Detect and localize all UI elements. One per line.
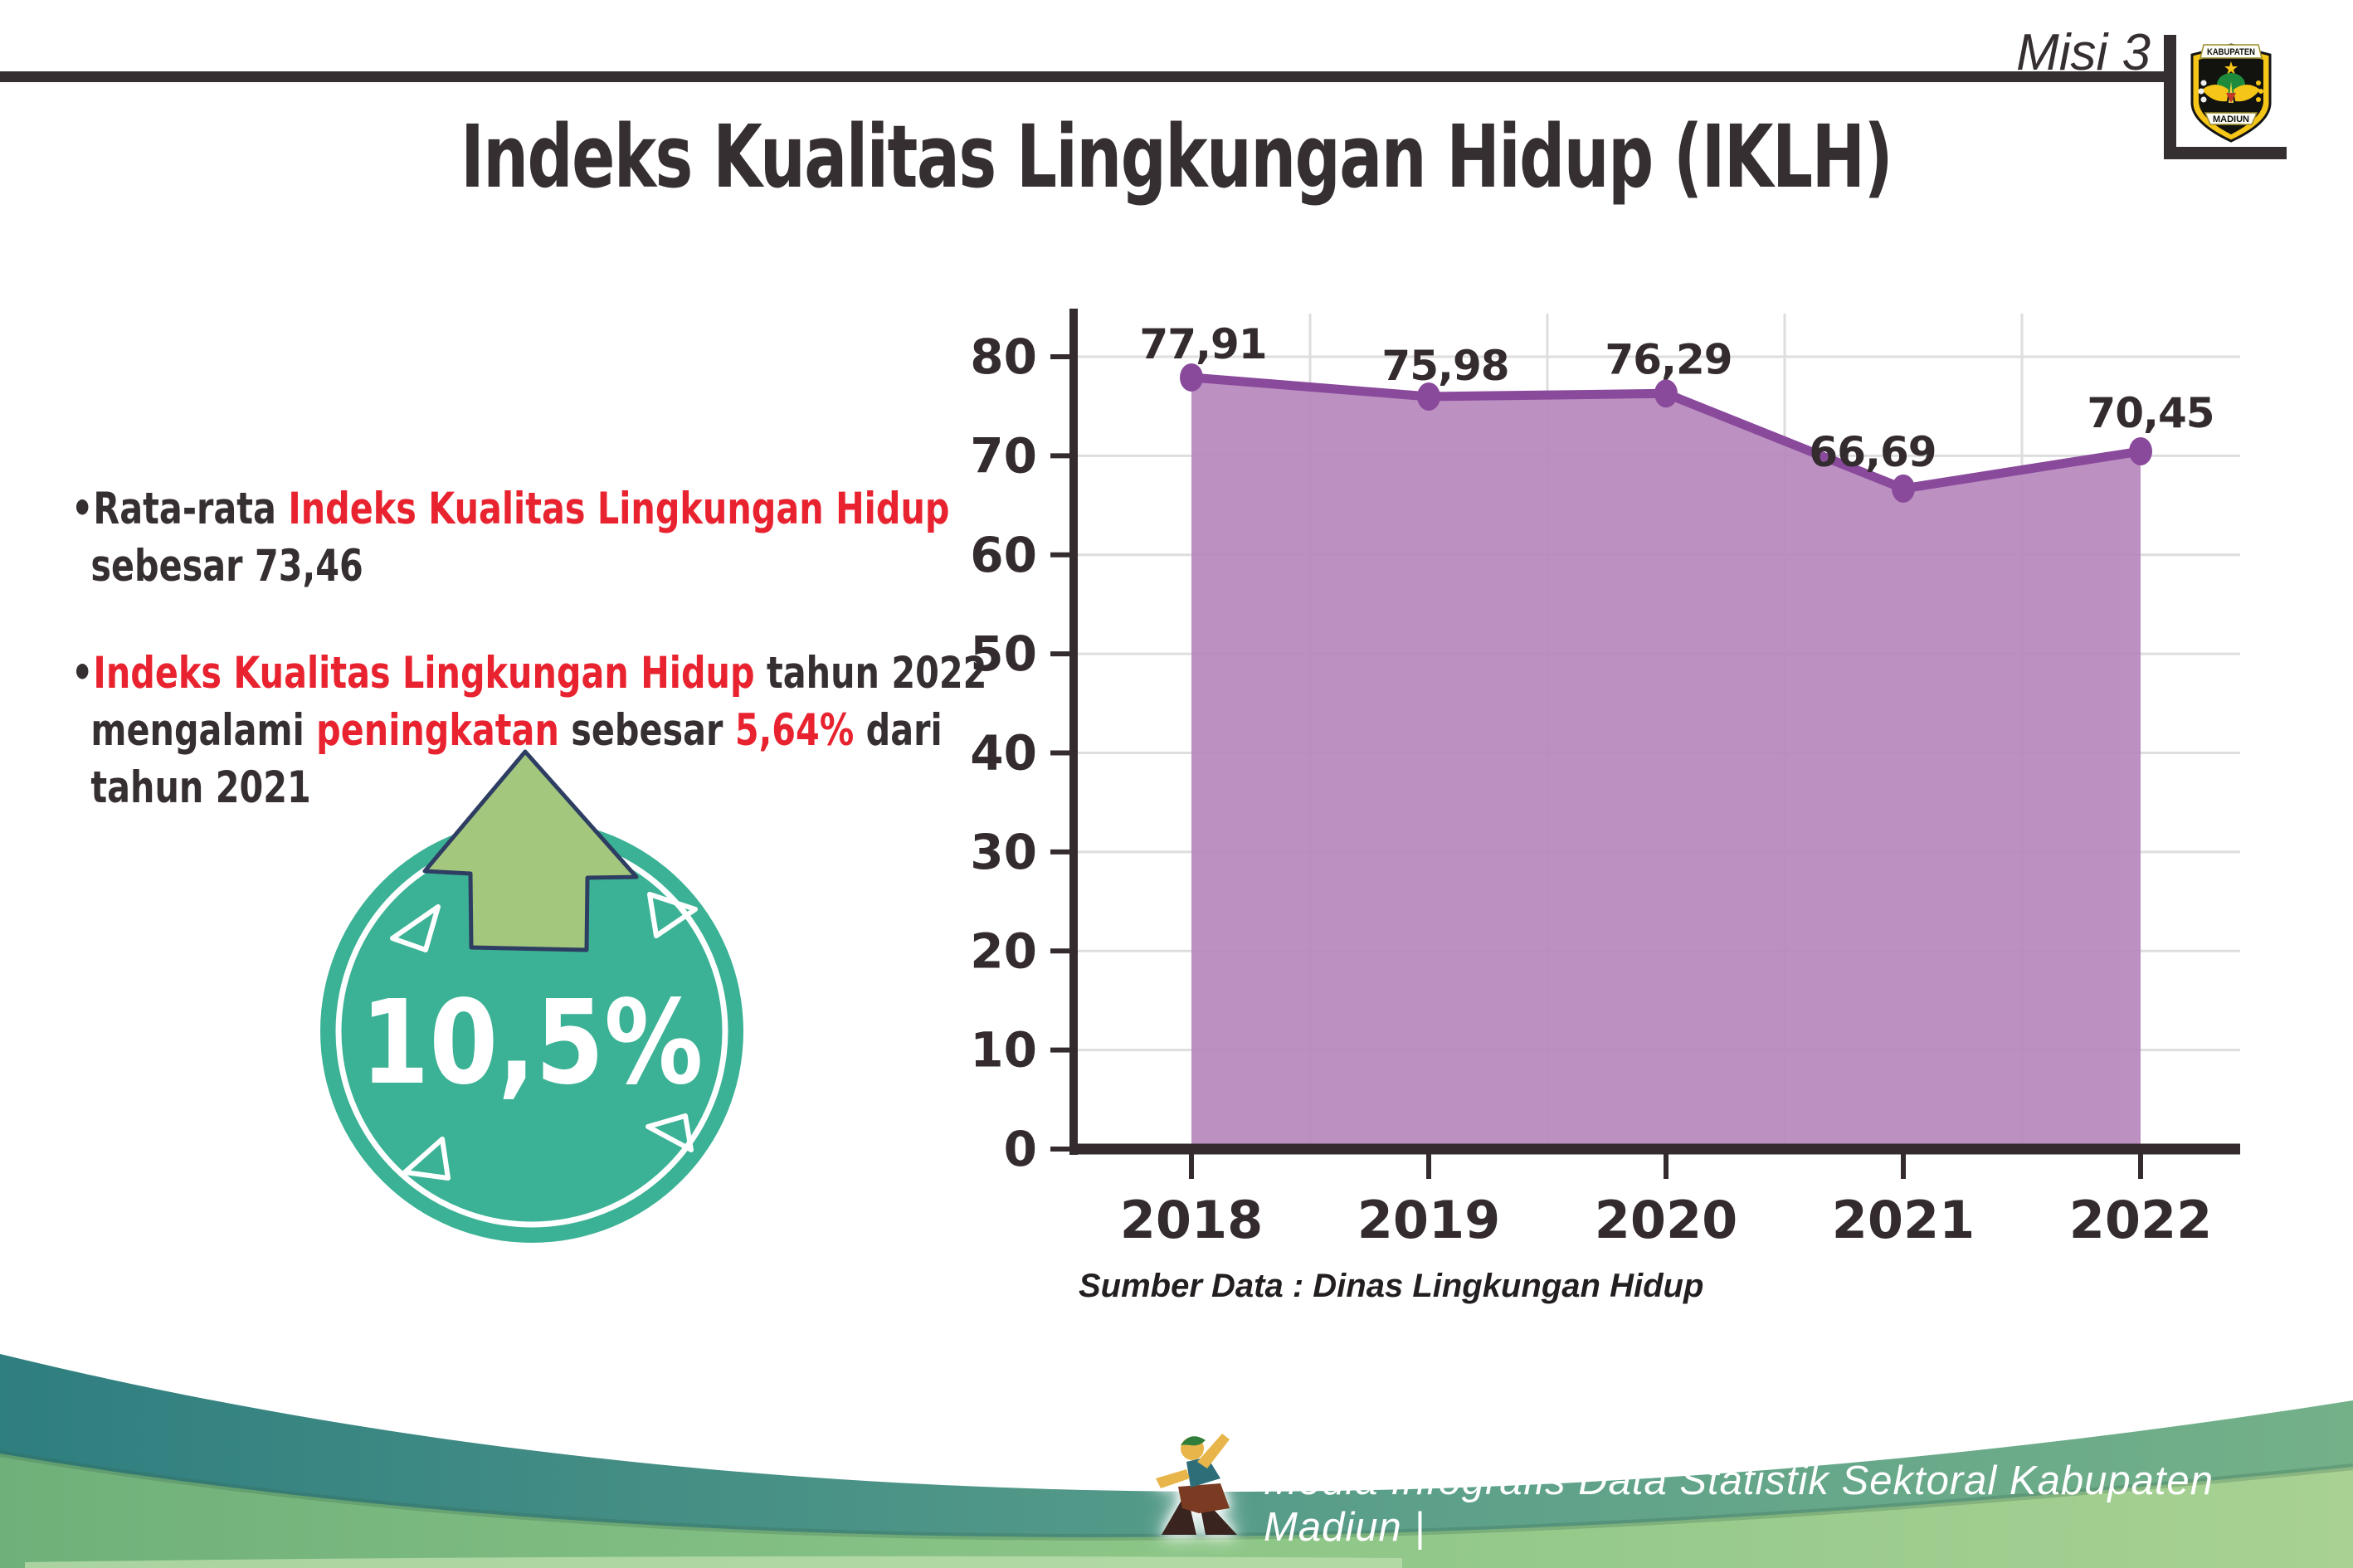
text-segment: peningkatan bbox=[316, 704, 559, 756]
source-note: Sumber Data : Dinas Lingkungan Hidup bbox=[1079, 1268, 1704, 1304]
data-point-2019 bbox=[1417, 382, 1440, 411]
cotton-icon bbox=[2198, 88, 2204, 95]
y-tick-label: 70 bbox=[970, 427, 1037, 484]
badge-circle bbox=[320, 820, 743, 1243]
bullet-increase-2022: •Indeks Kualitas Lingkungan Hidup tahun … bbox=[71, 645, 1107, 817]
rice-icon bbox=[2258, 89, 2263, 94]
data-point-2020 bbox=[1654, 379, 1678, 408]
bullet-average-iklh: •Rata-rata Indeks Kualitas Lingkungan Hi… bbox=[71, 481, 1107, 596]
badge-value: 10,5% bbox=[361, 975, 704, 1111]
right-wing-icon bbox=[2234, 85, 2260, 102]
up-arrow-shape bbox=[422, 749, 639, 952]
star-icon bbox=[2224, 61, 2238, 75]
left-wing-icon bbox=[2202, 85, 2229, 102]
text-segment: dari bbox=[854, 704, 943, 756]
text-segment: tahun 2022 bbox=[754, 647, 987, 699]
logo-top-text: KABUPATEN bbox=[2207, 47, 2255, 57]
text-segment: Indeks Kualitas Lingkungan Hidup bbox=[288, 484, 950, 534]
cotton-icon bbox=[2200, 80, 2207, 86]
cotton-icon bbox=[2200, 96, 2207, 103]
value-label: 70,45 bbox=[2087, 389, 2214, 437]
mascot-arm bbox=[1156, 1469, 1190, 1488]
header-rule bbox=[0, 71, 2164, 82]
increase-badge: 10,5% bbox=[320, 820, 743, 1243]
mascot-sash bbox=[1186, 1457, 1220, 1488]
text-segment: tahun 2021 bbox=[90, 762, 311, 813]
logo-bottom-text: MADIUN bbox=[2213, 114, 2249, 124]
logo-frame-vertical bbox=[2164, 35, 2176, 159]
y-tick-label: 30 bbox=[970, 824, 1037, 880]
area-fill bbox=[1191, 377, 2141, 1150]
bullet-dot: • bbox=[71, 647, 94, 699]
y-tick-label: 60 bbox=[970, 527, 1037, 583]
data-point-2022 bbox=[2129, 437, 2152, 466]
y-tick-label: 20 bbox=[970, 923, 1037, 979]
top-banner bbox=[2200, 44, 2263, 59]
sparkle-triangle-icon bbox=[647, 892, 698, 938]
bottom-banner bbox=[2204, 112, 2258, 125]
text-segment: Indeks Kualitas Lingkungan Hidup bbox=[93, 647, 755, 699]
up-arrow-icon bbox=[422, 749, 639, 952]
sparkle-triangle-icon bbox=[645, 1113, 694, 1152]
y-tick-label: 10 bbox=[970, 1022, 1037, 1079]
category-label: 2022 bbox=[2069, 1190, 2213, 1250]
text-segment: sebesar 73,46 bbox=[90, 540, 363, 592]
data-point-2021 bbox=[1892, 474, 1915, 503]
sparkle-triangle-icon bbox=[390, 904, 441, 952]
category-label: 2021 bbox=[1832, 1190, 1975, 1250]
category-label: 2019 bbox=[1357, 1190, 1501, 1250]
y-tick-label: 50 bbox=[970, 626, 1037, 682]
bullet-dot: • bbox=[71, 484, 94, 534]
data-point-2018 bbox=[1180, 363, 1203, 392]
text-segment: mengalami bbox=[90, 704, 317, 756]
mascot-skirt bbox=[1178, 1483, 1230, 1513]
value-label: 76,29 bbox=[1605, 335, 1732, 383]
sparkle-triangle-icon bbox=[402, 1137, 451, 1181]
y-tick-label: 40 bbox=[970, 725, 1037, 782]
text-segment: 5,64% bbox=[734, 704, 855, 756]
rice-icon bbox=[2256, 80, 2261, 85]
value-label: 75,98 bbox=[1381, 342, 1508, 390]
category-label: 2018 bbox=[1120, 1190, 1264, 1250]
page-title: Indeks Kualitas Lingkungan Hidup (IKLH) bbox=[0, 106, 2353, 207]
y-tick-label: 0 bbox=[1004, 1121, 1037, 1177]
value-label: 66,69 bbox=[1809, 428, 1936, 476]
footer-credit: Media Infografis Data Statistik Sektoral… bbox=[1264, 1458, 2214, 1550]
y-tick-label: 80 bbox=[970, 329, 1037, 385]
mascot-arm bbox=[1197, 1434, 1230, 1468]
page-title-text: Indeks Kualitas Lingkungan Hidup (IKLH) bbox=[460, 106, 1893, 207]
category-label: 2020 bbox=[1595, 1190, 1738, 1250]
value-label: 77,91 bbox=[1139, 320, 1266, 368]
mascot-icon bbox=[1156, 1434, 1237, 1535]
center-emblem bbox=[2226, 93, 2236, 103]
kabupaten-madiun-logo: KABUPATEN MADIUN bbox=[2190, 43, 2272, 143]
key-findings: •Rata-rata Indeks Kualitas Lingkungan Hi… bbox=[71, 481, 1399, 866]
mascot-cap bbox=[1181, 1436, 1206, 1446]
text-segment: Rata-rata bbox=[93, 484, 289, 534]
text-segment: sebesar bbox=[558, 704, 735, 756]
rice-icon bbox=[2256, 97, 2261, 102]
logo-frame-horizontal bbox=[2164, 147, 2287, 159]
